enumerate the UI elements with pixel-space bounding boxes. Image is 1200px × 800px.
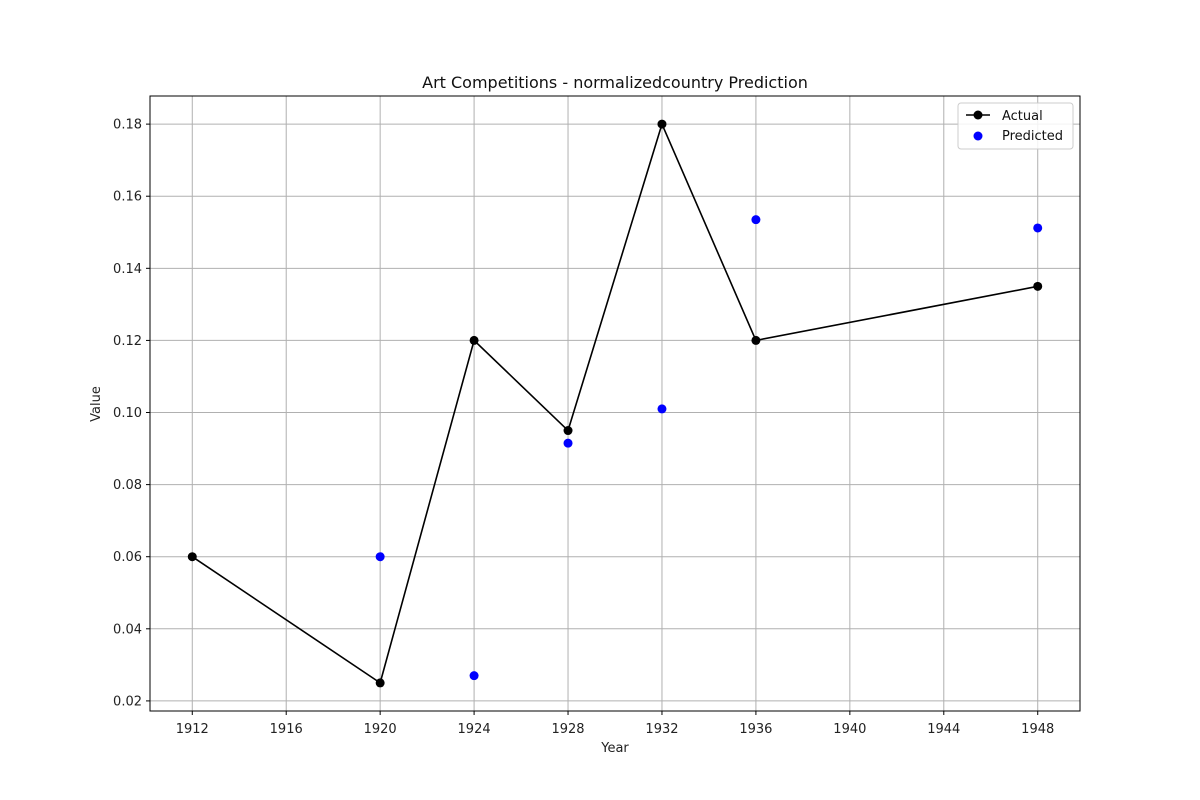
y-tick-label: 0.12 <box>113 334 142 349</box>
y-tick-label: 0.16 <box>113 190 142 205</box>
y-tick-label: 0.08 <box>113 478 142 493</box>
predicted-point <box>657 404 667 414</box>
x-tick-label: 1920 <box>364 722 397 737</box>
y-axis-title: Value <box>89 386 104 422</box>
chart-title: Art Competitions - normalizedcountry Pre… <box>422 73 808 92</box>
legend: Actual Predicted <box>957 102 1074 150</box>
y-tick-label: 0.10 <box>113 406 142 421</box>
x-tick-label: 1936 <box>739 722 772 737</box>
x-tick-label: 1940 <box>833 722 866 737</box>
legend-predicted-marker <box>973 131 983 141</box>
y-tick-label: 0.02 <box>113 694 142 709</box>
actual-point <box>751 335 761 345</box>
x-tick-label: 1948 <box>1021 722 1054 737</box>
actual-point <box>187 552 197 562</box>
x-tick-label: 1944 <box>927 722 960 737</box>
actual-point <box>375 678 385 688</box>
series-marks <box>187 119 1043 688</box>
predicted-point <box>563 438 573 448</box>
actual-point <box>469 335 479 345</box>
predicted-point <box>375 552 385 562</box>
y-tick-label: 0.06 <box>113 550 142 565</box>
y-tick-label: 0.14 <box>113 262 142 277</box>
predicted-point <box>469 671 479 681</box>
x-tick-label: 1924 <box>458 722 491 737</box>
axis-ticks: 1912 1916 1920 1924 1928 1932 1936 1940 1944 1948… <box>113 118 1054 737</box>
y-tick-label: 0.04 <box>113 622 142 637</box>
x-tick-label: 1928 <box>551 722 584 737</box>
x-tick-label: 1916 <box>270 722 303 737</box>
x-axis-title: Year <box>600 741 629 756</box>
y-tick-label: 0.18 <box>113 118 142 133</box>
legend-predicted-label: Predicted <box>1002 129 1063 144</box>
plot-area-frame <box>149 95 1081 712</box>
x-tick-label: 1912 <box>176 722 209 737</box>
predicted-point <box>751 215 761 225</box>
actual-point <box>563 426 573 436</box>
predicted-point <box>1033 223 1043 233</box>
legend-actual-label: Actual <box>1002 109 1043 124</box>
actual-point <box>1033 281 1043 291</box>
legend-actual-marker <box>973 110 983 120</box>
actual-point <box>657 119 667 129</box>
grid-lines <box>150 96 1080 711</box>
x-tick-label: 1932 <box>645 722 678 737</box>
